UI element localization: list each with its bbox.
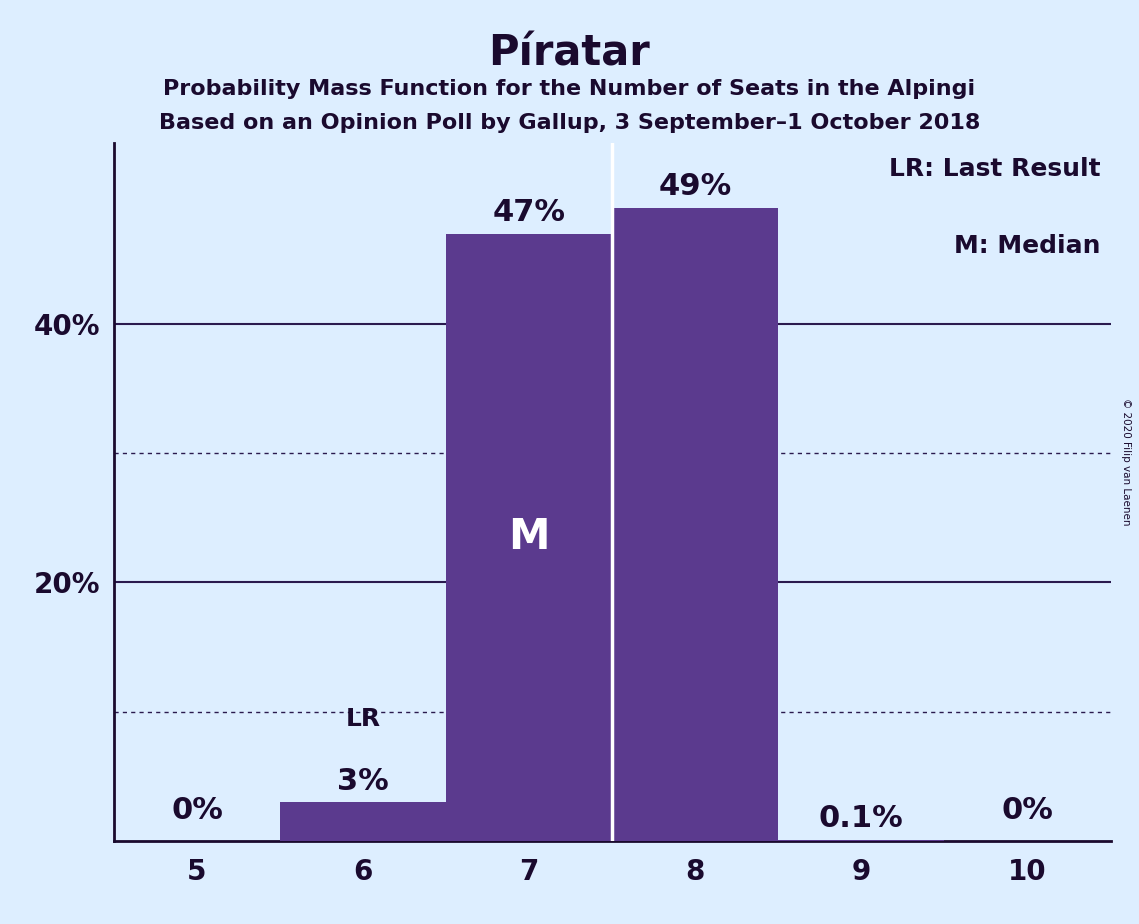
- Text: M: Median: M: Median: [954, 234, 1100, 258]
- Text: Píratar: Píratar: [489, 32, 650, 74]
- Text: Based on an Opinion Poll by Gallup, 3 September–1 October 2018: Based on an Opinion Poll by Gallup, 3 Se…: [158, 113, 981, 133]
- Text: 49%: 49%: [658, 173, 732, 201]
- Bar: [446, 234, 612, 841]
- Text: Probability Mass Function for the Number of Seats in the Alpingi: Probability Mass Function for the Number…: [163, 79, 976, 99]
- Text: LR: Last Result: LR: Last Result: [888, 157, 1100, 181]
- Text: 47%: 47%: [493, 198, 566, 227]
- Bar: [612, 208, 778, 841]
- Text: © 2020 Filip van Laenen: © 2020 Filip van Laenen: [1121, 398, 1131, 526]
- Text: M: M: [508, 517, 550, 558]
- Bar: [280, 802, 446, 841]
- Text: LR: LR: [345, 707, 380, 731]
- Bar: [778, 840, 944, 841]
- Text: 0%: 0%: [171, 796, 223, 825]
- Text: 0.1%: 0.1%: [819, 804, 903, 833]
- Text: 3%: 3%: [337, 767, 388, 796]
- Text: 0%: 0%: [1001, 796, 1054, 825]
